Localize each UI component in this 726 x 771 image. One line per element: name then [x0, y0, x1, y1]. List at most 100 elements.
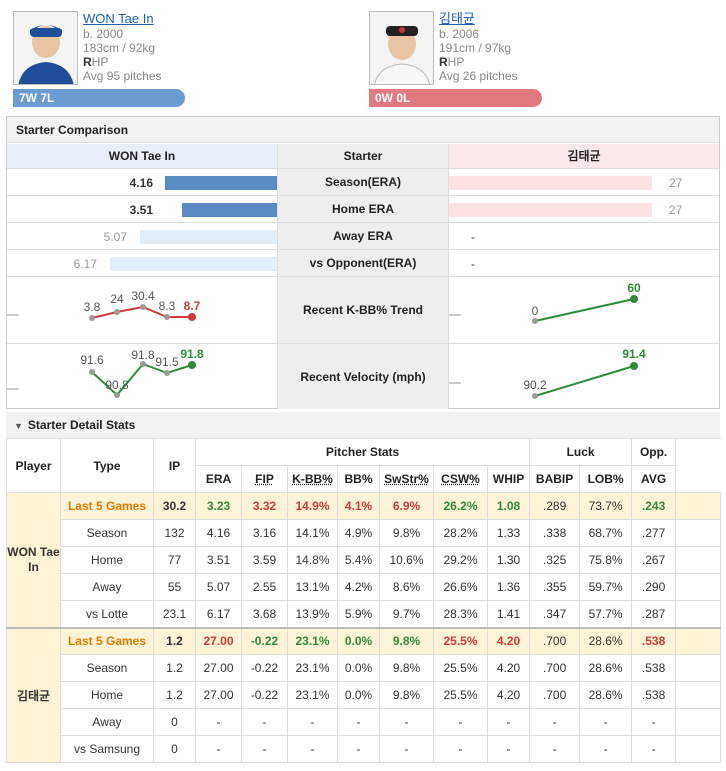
- era-cell: 27.00: [195, 654, 242, 682]
- avg-cell: .538: [631, 654, 677, 682]
- csw-cell: 25.5%: [433, 681, 488, 709]
- swstr-cell: -: [379, 735, 434, 763]
- ip-cell: 0: [153, 735, 196, 763]
- swstr-cell: 9.8%: [379, 654, 434, 682]
- avg-cell: .538: [631, 681, 677, 709]
- row-label: Recent K-BB% Trend: [277, 277, 449, 343]
- trend-label: 91.4: [622, 347, 646, 361]
- whip-cell: -: [486, 735, 531, 763]
- trend-point: [188, 313, 196, 321]
- bb-cell: 5.9%: [337, 600, 380, 628]
- header-opp: Opp.: [631, 438, 677, 466]
- right-bar: [449, 203, 652, 217]
- csw-cell: 26.2%: [433, 492, 488, 520]
- left-bar: [140, 230, 277, 244]
- swstr-cell: 6.9%: [379, 492, 434, 520]
- trend-label: 3.8: [84, 300, 101, 314]
- lob-cell: -: [579, 735, 633, 763]
- left-value: 5.07: [103, 230, 127, 244]
- era-cell: 27.00: [195, 681, 242, 709]
- header-ip: IP: [153, 438, 196, 493]
- era-cell: 27.00: [195, 627, 242, 655]
- trend-point: [532, 393, 538, 399]
- right-value: -: [471, 257, 475, 271]
- row-label: Home ERA: [277, 196, 449, 222]
- col-babip: BABIP: [529, 465, 581, 493]
- detail-stats-table: Player Type IP Pitcher Stats Luck Opp. E…: [6, 438, 722, 763]
- fip-cell: 3.59: [241, 546, 288, 574]
- bb-cell: 0.0%: [337, 681, 380, 709]
- trend-label: 24: [110, 292, 124, 306]
- babip-cell: .338: [529, 519, 581, 547]
- whip-cell: 4.20: [486, 654, 531, 682]
- csw-cell: -: [433, 708, 488, 736]
- ip-cell: 23.1: [153, 600, 196, 628]
- avg-cell: .538: [631, 627, 677, 655]
- trend-point: [140, 304, 146, 310]
- player-name-link[interactable]: 김태균: [439, 11, 475, 26]
- babip-cell: .355: [529, 573, 581, 601]
- bb-cell: -: [337, 708, 380, 736]
- era-cell: 4.16: [195, 519, 242, 547]
- player-body: 183cm / 92kg: [83, 41, 156, 55]
- player-name-link[interactable]: WON Tae In: [83, 11, 154, 26]
- player-avg-pitches: Avg 95 pitches: [83, 69, 162, 83]
- fip-cell: -0.22: [241, 681, 288, 709]
- avg-cell: .243: [631, 492, 677, 520]
- right-value: 27: [669, 176, 683, 190]
- trend-label: 91.8: [131, 348, 155, 362]
- header-player: Player: [6, 438, 61, 493]
- right-bar: [449, 176, 652, 190]
- velocity-chart-right: 90.2 91.4: [449, 347, 646, 399]
- table-row: Away 0 - - - - - - - - - -: [7, 708, 722, 736]
- player-throws: RHP: [83, 55, 109, 69]
- kbb-cell: 23.1%: [287, 627, 338, 655]
- section-title: Starter Detail Stats: [27, 418, 136, 432]
- bb-cell: -: [337, 735, 380, 763]
- avg-cell: -: [631, 708, 677, 736]
- kbb-trend-chart-right: 0 60: [449, 281, 641, 324]
- player-avg-pitches: Avg 26 pitches: [439, 69, 518, 83]
- col-swstr[interactable]: SwStr%: [379, 465, 434, 493]
- table-row: Season 132 4.16 3.16 14.1% 4.9% 9.8% 28.…: [7, 519, 722, 547]
- detail-stats-toggle[interactable]: ▼ Starter Detail Stats: [6, 412, 720, 438]
- col-kbb[interactable]: K-BB%: [287, 465, 338, 493]
- kbb-cell: 13.1%: [287, 573, 338, 601]
- babip-cell: .289: [529, 492, 581, 520]
- era-cell: 3.23: [195, 492, 242, 520]
- bb-cell: 4.1%: [337, 492, 380, 520]
- babip-cell: .700: [529, 627, 581, 655]
- ip-cell: 1.2: [153, 627, 196, 655]
- table-row: WON Tae In Last 5 Games 30.2 3.23 3.32 1…: [6, 492, 722, 628]
- ip-cell: 55: [153, 573, 196, 601]
- bb-cell: 0.0%: [337, 654, 380, 682]
- row-label: Recent Velocity (mph): [277, 344, 449, 409]
- avg-cell: .277: [631, 519, 677, 547]
- col-avg: AVG: [631, 465, 677, 493]
- whip-cell: 1.36: [486, 573, 531, 601]
- avg-cell: .287: [631, 600, 677, 628]
- type-cell: Season: [60, 654, 154, 682]
- fip-cell: 3.68: [241, 600, 288, 628]
- table-row: Season 1.2 27.00 -0.22 23.1% 0.0% 9.8% 2…: [7, 654, 722, 682]
- row-label: Away ERA: [277, 223, 449, 249]
- type-cell: vs Lotte: [60, 600, 154, 628]
- trend-point: [188, 361, 196, 369]
- fip-cell: -0.22: [241, 627, 288, 655]
- trend-label: 60: [627, 281, 641, 295]
- ip-cell: 0: [153, 708, 196, 736]
- csw-cell: 25.5%: [433, 627, 488, 655]
- kbb-cell: -: [287, 708, 338, 736]
- swstr-cell: 10.6%: [379, 546, 434, 574]
- trend-label: 30.4: [131, 289, 155, 303]
- type-cell: Season: [60, 519, 154, 547]
- trend-point: [140, 361, 146, 367]
- col-fip[interactable]: FIP: [241, 465, 288, 493]
- lob-cell: 28.6%: [579, 654, 633, 682]
- left-bar: [182, 203, 277, 217]
- player-body: 191cm / 97kg: [439, 41, 512, 55]
- left-bar: [165, 176, 277, 190]
- table-row: vs Lotte 23.1 6.17 3.68 13.9% 5.9% 9.7% …: [6, 600, 722, 628]
- col-csw[interactable]: CSW%: [433, 465, 488, 493]
- trend-label: 91.8: [180, 347, 204, 361]
